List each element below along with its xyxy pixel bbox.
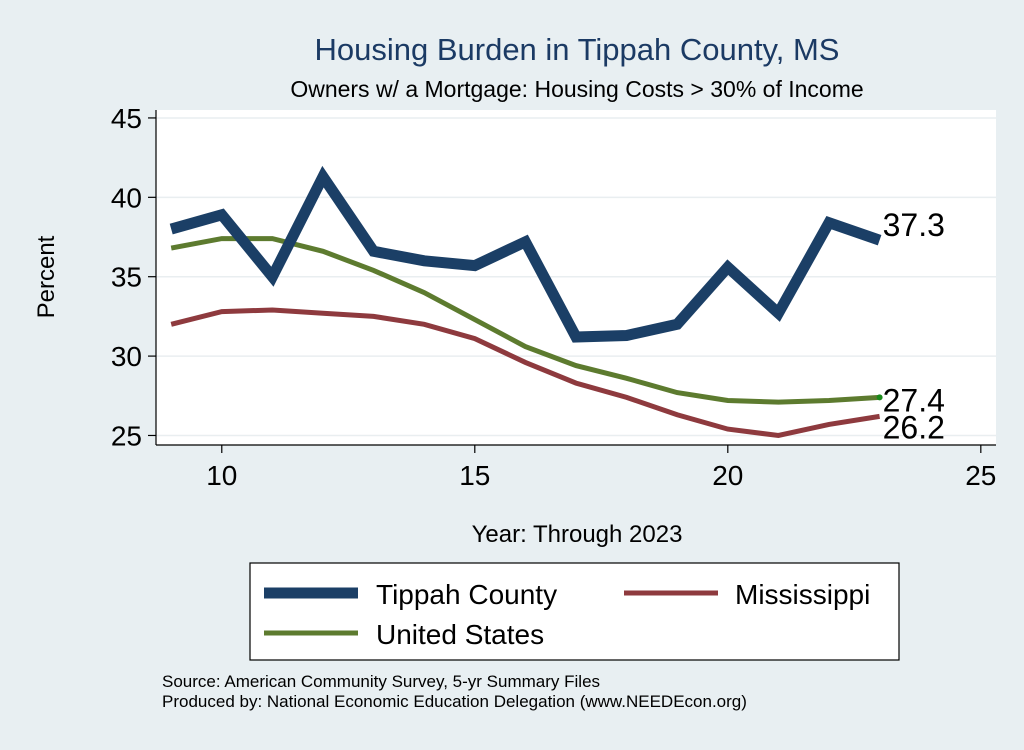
x-tick-label-15: 15 <box>459 460 490 491</box>
gridlines <box>156 117 996 437</box>
legend-label-tippah-county: Tippah County <box>376 579 557 610</box>
x-tick-label-10: 10 <box>206 460 237 491</box>
series-lines <box>169 165 883 439</box>
legend-label-mississippi: Mississippi <box>735 579 870 610</box>
chart-title: Housing Burden in Tippah County, MS <box>314 32 839 67</box>
source-notes: Source: American Community Survey, 5-yr … <box>162 672 747 712</box>
legend-label-united-states: United States <box>376 619 544 650</box>
y-tick-label-45: 45 <box>111 103 142 134</box>
chart-subtitle: Owners w/ a Mortgage: Housing Costs > 30… <box>290 76 863 102</box>
producer-line: Produced by: National Economic Education… <box>162 692 747 711</box>
end-label-united-states: 27.4 <box>883 382 945 418</box>
y-tick-label-25: 25 <box>111 420 142 451</box>
legend: Tippah County Mississippi United States <box>249 562 900 661</box>
end-point-united-states <box>876 394 883 401</box>
x-tick-label-25: 25 <box>965 460 996 491</box>
series-line-mississippi <box>170 307 880 439</box>
y-tick-label-35: 35 <box>111 262 142 293</box>
end-label-tippah-county: 37.3 <box>883 207 945 243</box>
source-line: Source: American Community Survey, 5-yr … <box>162 672 601 691</box>
end-label-mississippi: 26.2 <box>883 409 945 445</box>
end-labels: 37.3 26.227.4 <box>883 207 945 445</box>
plot-area <box>156 110 996 445</box>
axes: 25 30 35 40 45 10 15 20 25 <box>111 103 997 491</box>
x-axis-title: Year: Through 2023 <box>472 521 683 548</box>
series-line-tippah-county <box>169 165 882 343</box>
y-tick-label-30: 30 <box>111 341 142 372</box>
legend-box <box>249 562 900 661</box>
y-axis-title: Percent <box>33 235 60 318</box>
y-tick-label-40: 40 <box>111 182 142 213</box>
x-tick-label-20: 20 <box>712 460 743 491</box>
